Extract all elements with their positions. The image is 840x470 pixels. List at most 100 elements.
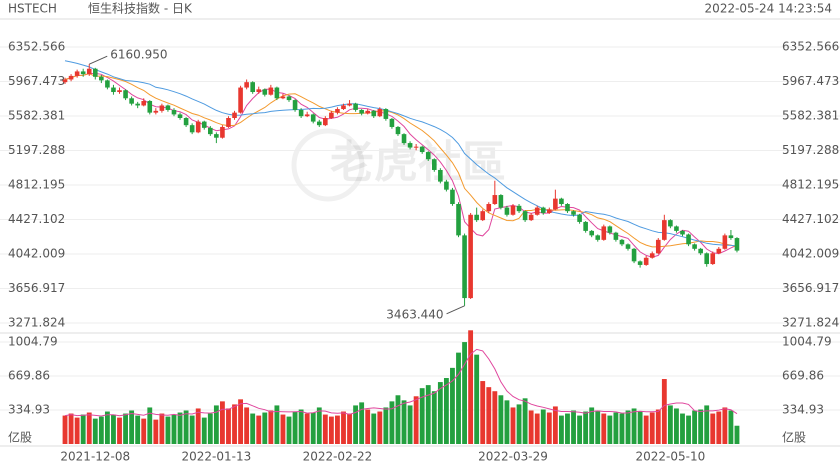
volume-bar xyxy=(474,354,480,444)
volume-bar xyxy=(213,405,219,444)
volume-bar xyxy=(371,413,377,444)
candle-body xyxy=(559,198,564,205)
y-tick-label: 4427.102 xyxy=(8,212,65,226)
max-leader xyxy=(89,55,108,65)
candle-body xyxy=(262,89,268,95)
volume-bar xyxy=(322,414,328,444)
volume-bar xyxy=(189,415,195,444)
candle-body xyxy=(486,204,492,212)
candle-body xyxy=(456,204,461,236)
x-tick-label: 2022-03-29 xyxy=(478,450,548,464)
volume-bar xyxy=(637,411,643,444)
volume-bar xyxy=(286,416,292,444)
candle-body xyxy=(189,125,195,133)
volume-bar xyxy=(341,411,346,444)
volume-bar xyxy=(171,414,177,444)
y-tick-label-right: 4812.195 xyxy=(782,178,839,192)
chart-subtitle: 恒生科技指数 - 日K xyxy=(88,1,193,16)
volume-bar xyxy=(316,407,322,444)
candle-body xyxy=(613,232,619,240)
volume-bar xyxy=(680,413,685,444)
candle-body xyxy=(316,121,322,126)
candle-body xyxy=(419,146,425,153)
watermark-logo xyxy=(291,128,365,202)
y-tick-label-right: 5197.288 xyxy=(782,143,839,157)
volume-bar xyxy=(117,417,122,444)
volume-bar xyxy=(365,409,371,444)
candle-body xyxy=(631,248,637,262)
candle-body xyxy=(347,103,352,106)
candle-body xyxy=(674,226,679,231)
max-label: 6160.950 xyxy=(110,48,167,62)
volume-bar xyxy=(462,342,467,444)
volume-bar xyxy=(589,407,595,444)
candle-body xyxy=(135,103,140,106)
candle-body xyxy=(365,110,371,114)
volume-bar xyxy=(552,406,558,444)
candle-body xyxy=(335,109,340,113)
volume-bar xyxy=(698,409,704,444)
x-tick-label: 2022-02-22 xyxy=(303,450,373,464)
min-label: 3463.440 xyxy=(386,307,443,321)
candle-body xyxy=(637,261,643,265)
candle-body xyxy=(359,109,364,114)
volume-bar xyxy=(268,410,274,444)
candle-body xyxy=(244,82,249,88)
candle-body xyxy=(601,226,607,240)
candle-body xyxy=(643,257,649,265)
candle-body xyxy=(80,71,86,75)
candle-body xyxy=(649,253,655,258)
candle-body xyxy=(177,114,183,119)
volume-bar xyxy=(359,402,365,444)
volume-bar xyxy=(335,415,340,444)
y-tick-label: 5967.473 xyxy=(8,74,65,88)
ma-line xyxy=(64,73,738,248)
volume-bar xyxy=(510,407,516,444)
candle-body xyxy=(710,253,716,265)
volume-bar xyxy=(480,381,486,444)
candle-body xyxy=(123,90,128,99)
candle-body xyxy=(286,96,292,101)
volume-bar xyxy=(377,411,383,444)
candle-body xyxy=(680,230,685,235)
candle-body xyxy=(413,146,419,148)
candle-body xyxy=(547,209,552,213)
volume-bar xyxy=(238,399,244,444)
x-tick-label: 2021-12-08 xyxy=(60,450,130,464)
candle-body xyxy=(62,79,68,83)
volume-bar xyxy=(183,410,189,444)
candle-body xyxy=(504,207,510,215)
y-tick-label: 6352.566 xyxy=(8,40,65,54)
candle-body xyxy=(401,134,407,144)
volume-bar xyxy=(649,412,655,444)
candle-body xyxy=(425,152,431,160)
y-tick-label: 5582.381 xyxy=(8,108,65,122)
y-tick-label: 5197.288 xyxy=(8,143,65,157)
candle-body xyxy=(220,126,225,138)
volume-bar xyxy=(631,408,637,444)
volume-bar xyxy=(686,415,691,444)
candle-body xyxy=(238,87,243,113)
volume-bar xyxy=(486,387,492,444)
volume-bar xyxy=(304,413,310,444)
volume-bar xyxy=(353,405,359,444)
volume-bar xyxy=(577,415,583,444)
candle-body xyxy=(117,90,122,93)
candle-body xyxy=(540,207,546,213)
volume-bar xyxy=(607,415,613,444)
candle-body xyxy=(232,112,237,119)
candle-body xyxy=(377,109,383,117)
volume-bar xyxy=(256,415,262,444)
y-tick-label: 3656.917 xyxy=(8,281,65,295)
candle-body xyxy=(480,211,486,221)
volume-bar xyxy=(468,330,474,444)
volume-bar xyxy=(558,415,564,444)
volume-bar xyxy=(619,413,625,444)
candle-body xyxy=(389,118,395,127)
volume-bar xyxy=(328,416,334,444)
volume-bar xyxy=(141,418,147,444)
volume-unit-right: 亿股 xyxy=(782,430,806,445)
y-tick-label-right: 3656.917 xyxy=(782,281,839,295)
candle-body xyxy=(492,195,498,205)
